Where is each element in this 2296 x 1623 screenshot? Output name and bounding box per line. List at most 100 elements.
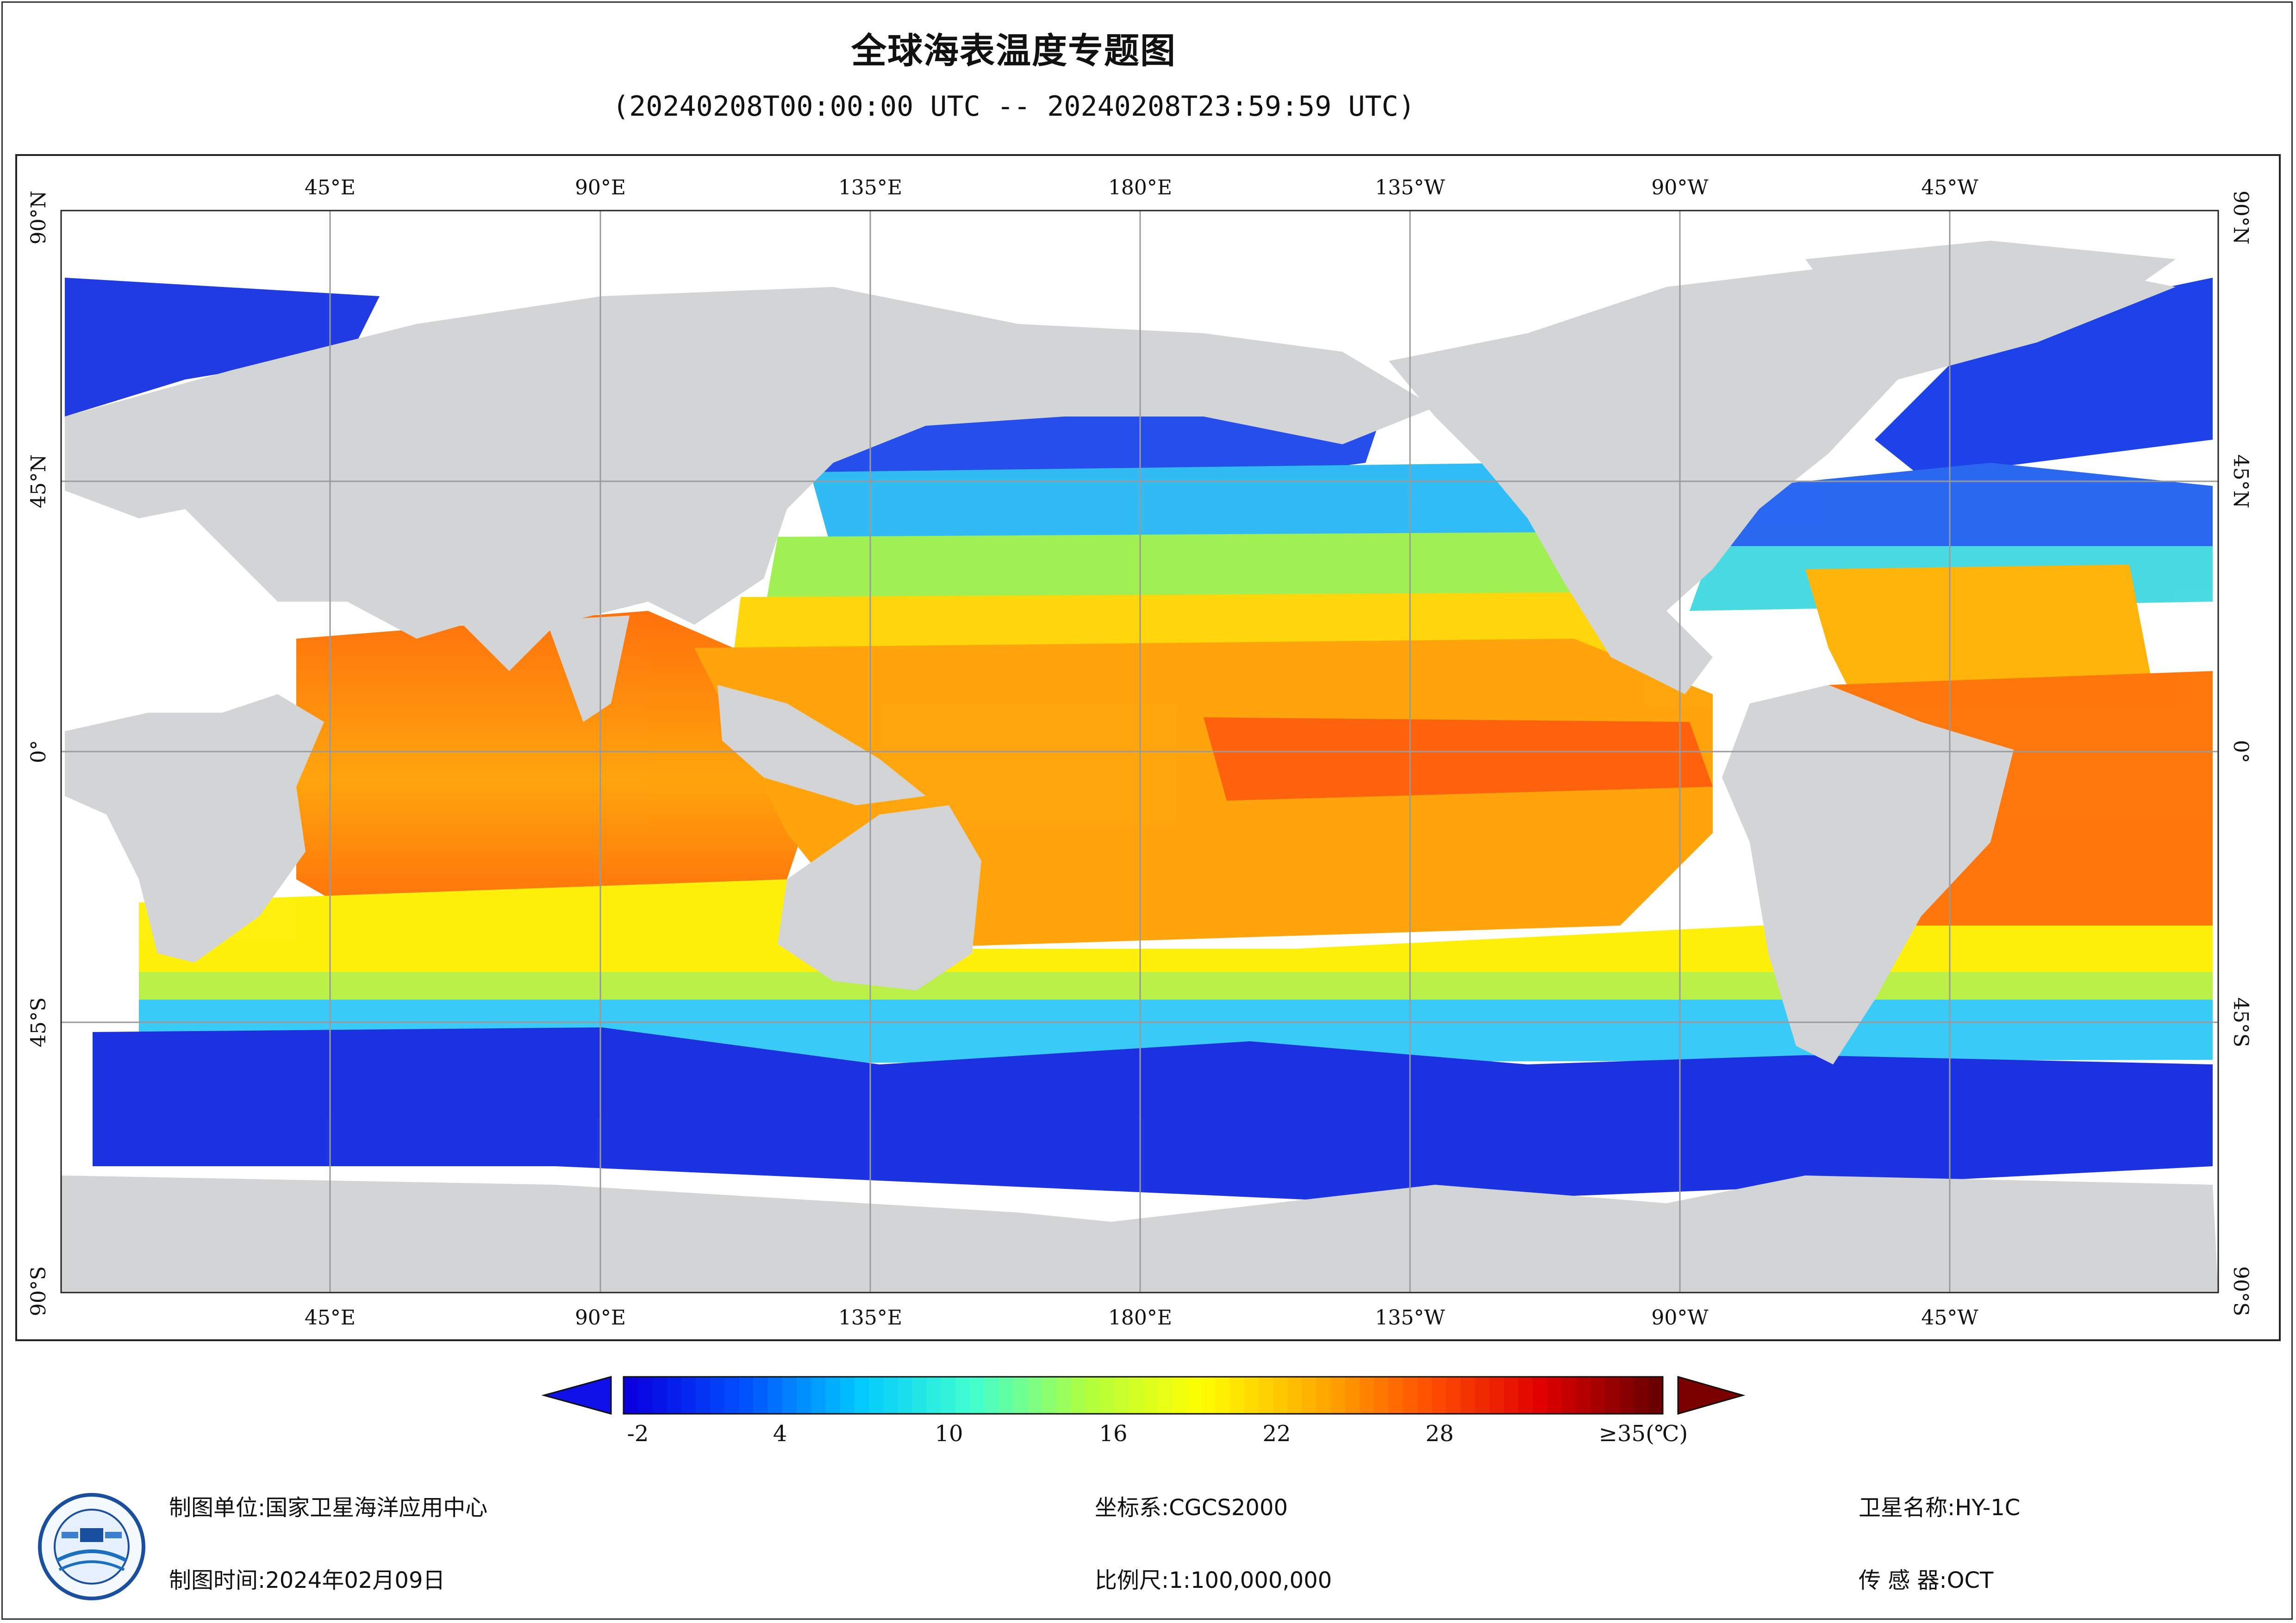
colorbar-cell	[724, 1377, 739, 1414]
colorbar-cell	[869, 1377, 884, 1414]
colorbar-cells	[624, 1377, 1663, 1414]
footer-sensor-value: OCT	[1947, 1567, 1994, 1593]
lon-label: 180°E	[1108, 176, 1172, 199]
lat-label: 45°S	[2229, 997, 2252, 1047]
colorbar-label: -2	[627, 1421, 649, 1447]
lat-label: 90°N	[27, 191, 50, 245]
colorbar-cell	[998, 1377, 1014, 1414]
colorbar-cell	[1172, 1377, 1187, 1414]
footer-crs: 坐标系:CGCS2000	[1095, 1489, 1288, 1522]
lon-label: 45°E	[305, 176, 356, 199]
lon-label: 135°E	[838, 176, 902, 199]
colorbar-cell	[1460, 1377, 1476, 1414]
lat-label: 0°	[27, 740, 50, 763]
lat-label: 45°S	[27, 997, 50, 1047]
colorbar-cell	[1605, 1377, 1620, 1414]
lon-labels-bottom: 45°E 90°E 135°E 180°E 135°W 90°W 45°W	[305, 1306, 1978, 1330]
map-title: 全球海表温度专题图	[851, 30, 1176, 71]
lat-labels-right: 90°N 45°N 0° 45°S 90°S	[2229, 191, 2252, 1316]
land	[61, 241, 2218, 1293]
colorbar-cell	[941, 1377, 956, 1414]
colorbar-cell	[1287, 1377, 1302, 1414]
colorbar-cell	[1619, 1377, 1635, 1414]
colorbar-cell	[955, 1377, 970, 1414]
colorbar-cell	[1071, 1377, 1086, 1414]
footer-date-label: 制图时间:	[169, 1567, 266, 1593]
colorbar-cell	[1576, 1377, 1591, 1414]
footer-sensor-label: 传 感 器:	[1859, 1567, 1947, 1593]
colorbar-cell	[1042, 1377, 1057, 1414]
colorbar-cell	[739, 1377, 754, 1414]
footer-org-value: 国家卫星海洋应用中心	[265, 1495, 488, 1521]
colorbar-label: 10	[935, 1421, 963, 1447]
lon-label: 45°E	[305, 1306, 356, 1330]
land-africa	[65, 694, 324, 963]
colorbar-cell	[1258, 1377, 1273, 1414]
lon-label: 90°E	[575, 176, 626, 199]
colorbar-cell	[1056, 1377, 1072, 1414]
colorbar-cell	[912, 1377, 927, 1414]
colorbar-cell	[782, 1377, 797, 1414]
colorbar-cell	[1099, 1377, 1115, 1414]
colorbar-cell	[695, 1377, 711, 1414]
footer-org-label: 制图单位:	[169, 1495, 266, 1521]
footer-date-value: 2024年02月09日	[265, 1567, 445, 1593]
colorbar-cell	[1302, 1377, 1317, 1414]
colorbar-cell	[1533, 1377, 1548, 1414]
colorbar-cell	[1273, 1377, 1288, 1414]
land-indonesia	[718, 685, 926, 805]
colorbar-cell	[1013, 1377, 1028, 1414]
colorbar-cell	[1504, 1377, 1519, 1414]
graticule	[61, 211, 2218, 1293]
footer-satellite: 卫星名称:HY-1C	[1859, 1489, 2020, 1522]
lon-label: 45°W	[1921, 1306, 1978, 1330]
colorbar-cell	[1591, 1377, 1605, 1414]
land-india	[546, 616, 630, 722]
colorbar-cell	[624, 1377, 638, 1414]
colorbar-cell	[753, 1377, 768, 1414]
colorbar-cell	[681, 1377, 696, 1414]
lat-label: 90°S	[27, 1266, 50, 1316]
colorbar-cell	[1446, 1377, 1461, 1414]
lon-label: 45°W	[1921, 176, 1978, 199]
footer-date: 制图时间:2024年02月09日	[169, 1562, 445, 1594]
colorbar-cell	[1215, 1377, 1230, 1414]
footer-sensor: 传 感 器:OCT	[1859, 1562, 1993, 1594]
colorbar-cell	[926, 1377, 942, 1414]
colorbar-label: 22	[1262, 1421, 1291, 1447]
lon-label: 135°E	[838, 1306, 902, 1330]
colorbar-cell	[854, 1377, 869, 1414]
colorbar-cell	[1547, 1377, 1562, 1414]
colorbar-cell	[984, 1377, 999, 1414]
colorbar-cell	[1201, 1377, 1216, 1414]
lon-label: 90°E	[575, 1306, 626, 1330]
land-eurasia	[65, 287, 1435, 671]
footer-scale: 比例尺:1:100,000,000	[1095, 1562, 1332, 1594]
colorbar-cell	[1417, 1377, 1432, 1414]
colorbar-cell	[1403, 1377, 1418, 1414]
colorbar-cell	[1157, 1377, 1173, 1414]
map-frame	[15, 154, 2281, 1341]
colorbar-cell	[767, 1377, 783, 1414]
colorbar-cell	[652, 1377, 668, 1414]
lon-label: 90°W	[1651, 176, 1709, 199]
colorbar-cell	[1634, 1377, 1649, 1414]
colorbar-cell	[1186, 1377, 1201, 1414]
lon-labels-top: 45°E 90°E 135°E 180°E 135°W 90°W 45°W	[305, 176, 1978, 199]
map-time-range: (20240208T00:00:00 UTC -- 20240208T23:59…	[612, 90, 1415, 123]
colorbar-cell	[840, 1377, 855, 1414]
colorbar-cell	[1345, 1377, 1360, 1414]
colorbar-cell	[638, 1377, 653, 1414]
footer-satellite-value: HY-1C	[1955, 1495, 2021, 1521]
colorbar-cell	[1360, 1377, 1374, 1414]
lat-label: 90°N	[2229, 191, 2252, 245]
colorbar-cell	[1316, 1377, 1331, 1414]
colorbar-label: ≥35(℃)	[1598, 1421, 1688, 1447]
lat-labels-left: 90°N 45°N 0° 45°S 90°S	[27, 191, 50, 1316]
colorbar-over-arrow	[1677, 1376, 1746, 1415]
colorbar-cell	[811, 1377, 826, 1414]
colorbar-cell	[1114, 1377, 1129, 1414]
colorbar-cell	[1229, 1377, 1245, 1414]
colorbar-cell	[1129, 1377, 1143, 1414]
